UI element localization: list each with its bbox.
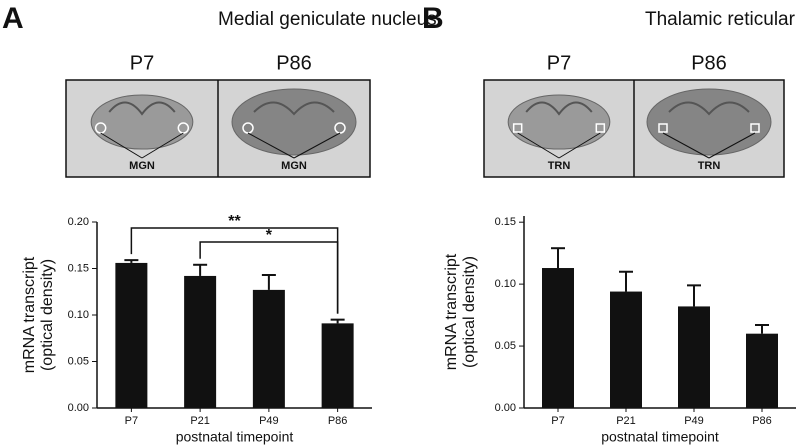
image-label: P86 — [276, 52, 312, 74]
bar — [184, 275, 217, 408]
x-tick-label: P21 — [616, 415, 636, 427]
region-marker — [595, 123, 606, 133]
region-label: TRN — [548, 160, 571, 172]
panel-label: A — [2, 2, 24, 35]
y-tick-label: 0.05 — [495, 340, 516, 352]
y-tick-label: 0.10 — [68, 309, 89, 321]
region-label: TRN — [698, 160, 721, 172]
x-tick-label: P86 — [752, 415, 772, 427]
y-axis-label: mRNA transcript — [443, 253, 460, 370]
brain-detail — [253, 101, 335, 116]
brain-detail — [668, 101, 750, 116]
significance-bracket — [130, 227, 339, 314]
brain-section — [507, 94, 611, 150]
bar — [610, 291, 642, 408]
x-axis-label: postnatal timepoint — [176, 429, 294, 445]
y-tick-label: 0.20 — [68, 216, 89, 228]
brain-detail — [525, 101, 593, 116]
x-tick-label: P7 — [125, 415, 138, 427]
pointer-line — [293, 132, 341, 159]
pointer-line — [141, 132, 184, 159]
y-tick-label: 0.00 — [68, 402, 89, 414]
y-axis-label: (optical density) — [39, 259, 56, 371]
y-tick-label: 0.05 — [68, 355, 89, 367]
significance-bracket — [199, 241, 339, 314]
y-axis-label: (optical density) — [461, 256, 478, 368]
bar — [115, 262, 148, 408]
brain-detail — [108, 101, 176, 116]
x-axis-label: postnatal timepoint — [601, 429, 719, 445]
panel-title: Thalamic reticular nucleus — [645, 9, 800, 30]
pointer-line — [558, 132, 601, 159]
region-label: MGN — [281, 160, 307, 172]
significance-label: ** — [228, 213, 241, 230]
x-tick-label: P49 — [259, 415, 279, 427]
x-tick-label: P21 — [190, 415, 210, 427]
bar — [321, 323, 354, 408]
panel-title: Medial geniculate nucleus — [218, 9, 437, 30]
image-label: P86 — [691, 52, 727, 74]
bar — [746, 333, 778, 408]
image-label: P7 — [130, 52, 154, 74]
region-marker — [750, 123, 760, 133]
x-tick-label: P86 — [328, 415, 348, 427]
region-marker — [658, 123, 668, 133]
bar — [252, 289, 285, 408]
bar — [542, 268, 574, 408]
region-label: MGN — [129, 160, 155, 172]
brain-section — [90, 94, 194, 150]
y-tick-label: 0.15 — [495, 216, 516, 228]
brain-section — [646, 88, 772, 156]
brain-section — [231, 88, 357, 156]
y-tick-label: 0.00 — [495, 402, 516, 414]
panel-label: B — [422, 2, 444, 35]
region-marker — [512, 123, 523, 133]
y-tick-label: 0.10 — [495, 278, 516, 290]
bar — [678, 306, 710, 408]
pointer-line — [708, 132, 756, 159]
x-tick-label: P49 — [684, 415, 704, 427]
x-tick-label: P7 — [551, 415, 564, 427]
pointer-line — [247, 132, 295, 159]
y-tick-label: 0.15 — [68, 262, 89, 274]
y-axis-label: mRNA transcript — [21, 256, 38, 373]
image-label: P7 — [547, 52, 571, 74]
pointer-line — [662, 132, 710, 159]
significance-label: * — [266, 227, 273, 244]
pointer-line — [100, 132, 143, 159]
pointer-line — [517, 132, 560, 159]
